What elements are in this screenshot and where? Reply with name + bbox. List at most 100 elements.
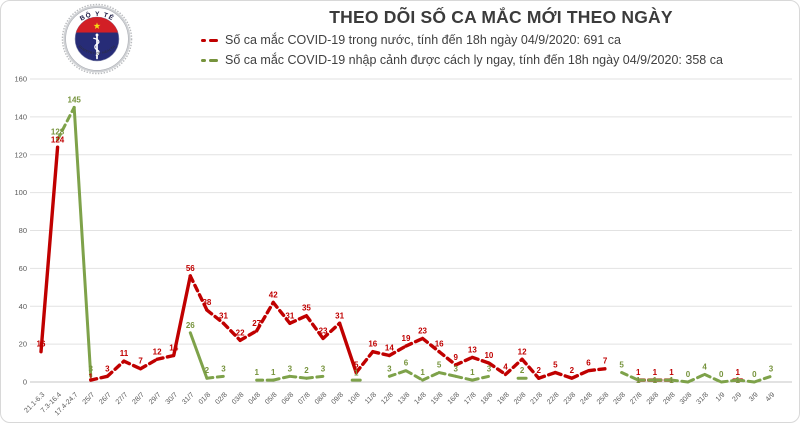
data-label: 2 bbox=[570, 366, 575, 375]
series-line-imported bbox=[669, 378, 690, 384]
series-line-domestic bbox=[254, 300, 275, 333]
data-label: 13 bbox=[468, 345, 477, 354]
x-axis-label: 02/8 bbox=[214, 391, 229, 406]
x-axis-label: 28/8 bbox=[646, 391, 661, 406]
series-line-imported bbox=[288, 374, 308, 380]
series-line-domestic bbox=[205, 308, 226, 325]
series-line-domestic bbox=[387, 344, 408, 358]
x-axis-label: 23/8 bbox=[563, 391, 578, 406]
data-label: 0 bbox=[719, 370, 724, 379]
ministry-of-health-logo: BỘ Y TẾ MINISTRY OF HEALTH bbox=[61, 3, 133, 75]
y-axis-label: 40 bbox=[19, 302, 27, 311]
x-axis-label: 17/8 bbox=[463, 391, 478, 406]
x-axis-label: 28/7 bbox=[131, 391, 146, 406]
data-label: 3 bbox=[454, 364, 459, 373]
data-label: 1 bbox=[736, 368, 741, 377]
x-axis-label: 30/7 bbox=[165, 391, 180, 406]
data-label: 31 bbox=[335, 311, 344, 320]
x-axis-label: 22/8 bbox=[546, 391, 561, 406]
y-axis-label: 100 bbox=[14, 188, 27, 197]
data-label: 0 bbox=[686, 370, 691, 379]
series-line-domestic bbox=[105, 359, 126, 379]
legend-label: Số ca mắc COVID-19 trong nước, tính đến … bbox=[225, 33, 621, 47]
x-axis-label: 3/9 bbox=[748, 391, 760, 403]
data-label: 38 bbox=[202, 298, 211, 307]
data-label: 26 bbox=[186, 321, 195, 330]
y-axis-label: 120 bbox=[14, 150, 27, 159]
data-label: 7 bbox=[138, 357, 143, 366]
page-title: THEO DÕI SỐ CA MẮC MỚI THEO NGÀY bbox=[329, 7, 673, 27]
x-axis-label: 21/8 bbox=[530, 391, 545, 406]
series-line-domestic bbox=[155, 353, 176, 361]
data-label: 19 bbox=[402, 334, 411, 343]
data-label: 4 bbox=[503, 362, 508, 371]
y-axis-label: 140 bbox=[14, 112, 27, 121]
data-label: 2 bbox=[304, 366, 309, 375]
data-label: 1 bbox=[669, 368, 674, 377]
x-axis-label: 15/8 bbox=[430, 391, 445, 406]
x-axis-label: 29/8 bbox=[662, 391, 677, 406]
data-label: 1 bbox=[669, 376, 674, 385]
series-line-domestic bbox=[537, 370, 557, 380]
series-line-domestic bbox=[172, 274, 193, 358]
y-axis-label: 60 bbox=[19, 264, 27, 273]
x-axis-label: 4/9 bbox=[765, 391, 777, 403]
y-axis-label: 20 bbox=[19, 340, 27, 349]
data-label: 12 bbox=[518, 347, 527, 356]
data-label: 5 bbox=[354, 361, 359, 370]
data-label: 3 bbox=[387, 364, 392, 373]
data-label: 1 bbox=[89, 372, 94, 381]
x-axis-label: 20/8 bbox=[513, 391, 528, 406]
data-label: 9 bbox=[454, 353, 459, 362]
data-label: 31 bbox=[285, 311, 294, 320]
chart-legend: Số ca mắc COVID-19 trong nước, tính đến … bbox=[201, 33, 723, 67]
data-label: 145 bbox=[68, 95, 82, 104]
series-line-imported bbox=[719, 378, 740, 384]
x-axis-label: 05/8 bbox=[264, 391, 279, 406]
data-label: 11 bbox=[120, 349, 129, 358]
x-axis-label: 11/8 bbox=[364, 391, 378, 405]
series-line-domestic bbox=[138, 357, 159, 371]
x-axis-label: 14/8 bbox=[413, 391, 428, 406]
data-label: 35 bbox=[302, 304, 311, 313]
series-line-imported bbox=[470, 374, 491, 382]
series-line-domestic bbox=[188, 274, 209, 312]
series-line-domestic bbox=[520, 357, 541, 380]
x-axis-label: 1/9 bbox=[715, 391, 727, 403]
star-icon bbox=[93, 22, 101, 29]
legend-label: Số ca mắc COVID-19 nhập cảnh được cách l… bbox=[225, 53, 723, 67]
data-label: 16 bbox=[368, 340, 377, 349]
data-label: 42 bbox=[269, 290, 278, 299]
data-label: 1 bbox=[254, 368, 259, 377]
data-label: 56 bbox=[186, 264, 195, 273]
x-axis-label: 10/8 bbox=[347, 391, 362, 406]
data-label: 5 bbox=[437, 361, 442, 370]
x-axis-label: 07/8 bbox=[297, 391, 312, 406]
data-label: 23 bbox=[319, 326, 328, 335]
data-label: 1 bbox=[653, 368, 658, 377]
series-line-imported bbox=[752, 374, 773, 384]
series-line-domestic bbox=[470, 355, 491, 365]
series-line-domestic bbox=[288, 314, 309, 325]
data-label: 3 bbox=[221, 364, 226, 373]
series-line-domestic bbox=[487, 361, 508, 377]
data-label: 3 bbox=[288, 364, 293, 373]
x-axis-label: 26/8 bbox=[612, 391, 627, 406]
data-label: 16 bbox=[37, 340, 46, 349]
data-label: 7 bbox=[603, 357, 608, 366]
series-line-domestic bbox=[238, 329, 259, 343]
series-line-domestic bbox=[321, 321, 342, 341]
series-line-imported bbox=[454, 374, 474, 382]
data-label: 1 bbox=[653, 376, 658, 385]
data-label: 6 bbox=[586, 359, 591, 368]
x-axis-label: 03/8 bbox=[231, 391, 246, 406]
series-line-imported bbox=[421, 371, 441, 382]
data-label: 5 bbox=[619, 361, 624, 370]
series-line-domestic bbox=[371, 350, 392, 358]
data-label: 12 bbox=[153, 347, 162, 356]
data-label: 3 bbox=[487, 364, 492, 373]
series-line-imported bbox=[205, 374, 225, 380]
x-axis-label: 25/8 bbox=[596, 391, 611, 406]
data-label: 10 bbox=[484, 351, 493, 360]
series-line-domestic bbox=[337, 321, 358, 375]
